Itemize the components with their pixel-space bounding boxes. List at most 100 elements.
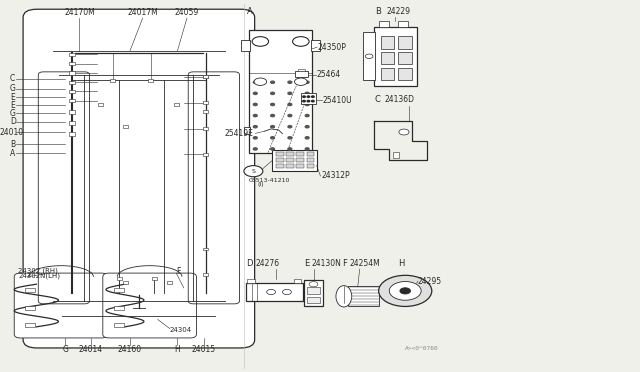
Text: 24160: 24160 bbox=[118, 344, 142, 354]
Ellipse shape bbox=[336, 286, 352, 307]
Bar bbox=[204, 101, 209, 104]
Circle shape bbox=[307, 96, 310, 97]
Bar bbox=[301, 93, 316, 104]
Circle shape bbox=[288, 148, 292, 150]
Text: E: E bbox=[304, 259, 309, 268]
Bar bbox=[381, 52, 394, 64]
Circle shape bbox=[288, 92, 292, 94]
Circle shape bbox=[271, 81, 275, 83]
Text: 24295: 24295 bbox=[418, 277, 442, 286]
Circle shape bbox=[305, 81, 309, 83]
Text: S: S bbox=[252, 169, 255, 174]
Text: C: C bbox=[375, 96, 381, 105]
Circle shape bbox=[309, 282, 318, 287]
Bar bbox=[296, 158, 304, 162]
Bar bbox=[276, 152, 284, 156]
Circle shape bbox=[269, 138, 276, 142]
Circle shape bbox=[271, 126, 275, 128]
Bar bbox=[286, 158, 294, 162]
Circle shape bbox=[282, 289, 291, 295]
Bar bbox=[69, 81, 75, 84]
Bar bbox=[69, 121, 75, 125]
Bar bbox=[294, 71, 308, 77]
Bar bbox=[204, 75, 209, 78]
Bar bbox=[392, 152, 399, 158]
Circle shape bbox=[288, 137, 292, 139]
Bar bbox=[276, 164, 284, 168]
Bar bbox=[69, 132, 75, 136]
Bar bbox=[286, 152, 294, 156]
Circle shape bbox=[253, 115, 257, 117]
Text: C: C bbox=[10, 74, 15, 83]
Bar bbox=[69, 90, 75, 93]
Circle shape bbox=[305, 126, 309, 128]
Circle shape bbox=[312, 96, 314, 97]
Bar bbox=[69, 99, 75, 102]
Text: 24014: 24014 bbox=[79, 344, 103, 354]
Text: B: B bbox=[375, 7, 381, 16]
Bar bbox=[298, 68, 305, 71]
Circle shape bbox=[307, 100, 310, 102]
Bar bbox=[69, 110, 75, 113]
Bar bbox=[294, 279, 301, 283]
Circle shape bbox=[305, 115, 309, 117]
Bar bbox=[273, 150, 317, 171]
Circle shape bbox=[288, 115, 292, 117]
Bar bbox=[173, 103, 179, 106]
Text: F: F bbox=[176, 267, 180, 276]
Bar bbox=[246, 283, 303, 301]
Bar bbox=[307, 152, 314, 156]
Circle shape bbox=[288, 103, 292, 106]
Bar bbox=[98, 103, 103, 106]
Circle shape bbox=[288, 81, 292, 83]
Circle shape bbox=[305, 148, 309, 150]
FancyBboxPatch shape bbox=[103, 273, 196, 338]
Text: B: B bbox=[10, 140, 15, 149]
Bar bbox=[123, 125, 128, 128]
Bar bbox=[111, 79, 115, 82]
Bar bbox=[204, 110, 209, 113]
Bar bbox=[249, 31, 312, 153]
Circle shape bbox=[253, 103, 257, 106]
Circle shape bbox=[305, 92, 309, 94]
Bar bbox=[116, 277, 122, 280]
Circle shape bbox=[253, 92, 257, 94]
Bar bbox=[374, 27, 417, 86]
Text: E: E bbox=[10, 93, 15, 102]
Bar bbox=[204, 247, 209, 250]
Text: G: G bbox=[10, 84, 16, 93]
Bar bbox=[148, 79, 154, 82]
Text: 24170M: 24170M bbox=[64, 9, 95, 17]
Bar bbox=[380, 21, 388, 27]
Text: 25419E: 25419E bbox=[225, 129, 254, 138]
Bar bbox=[296, 164, 304, 168]
FancyBboxPatch shape bbox=[23, 9, 255, 348]
Text: 24302N(LH): 24302N(LH) bbox=[18, 273, 60, 279]
Bar bbox=[25, 307, 35, 310]
Circle shape bbox=[294, 78, 307, 86]
Text: 24229: 24229 bbox=[387, 7, 410, 16]
Bar bbox=[113, 288, 124, 292]
Circle shape bbox=[271, 137, 275, 139]
Bar bbox=[204, 127, 209, 130]
Bar bbox=[307, 164, 314, 168]
Circle shape bbox=[271, 103, 275, 106]
Text: 24059: 24059 bbox=[175, 9, 199, 17]
Bar bbox=[286, 164, 294, 168]
Circle shape bbox=[305, 103, 309, 106]
Circle shape bbox=[252, 37, 269, 46]
Text: 24017M: 24017M bbox=[127, 9, 158, 17]
Bar bbox=[276, 158, 284, 162]
FancyBboxPatch shape bbox=[14, 273, 108, 338]
Bar bbox=[244, 127, 250, 134]
Bar bbox=[152, 277, 157, 280]
Text: H: H bbox=[175, 344, 180, 354]
Text: 24276: 24276 bbox=[255, 259, 280, 268]
Bar bbox=[381, 68, 394, 80]
Bar bbox=[69, 71, 75, 75]
Circle shape bbox=[271, 115, 275, 117]
Circle shape bbox=[389, 282, 421, 300]
Text: 24254M: 24254M bbox=[349, 259, 380, 268]
Bar bbox=[167, 281, 172, 284]
Bar bbox=[363, 32, 376, 80]
